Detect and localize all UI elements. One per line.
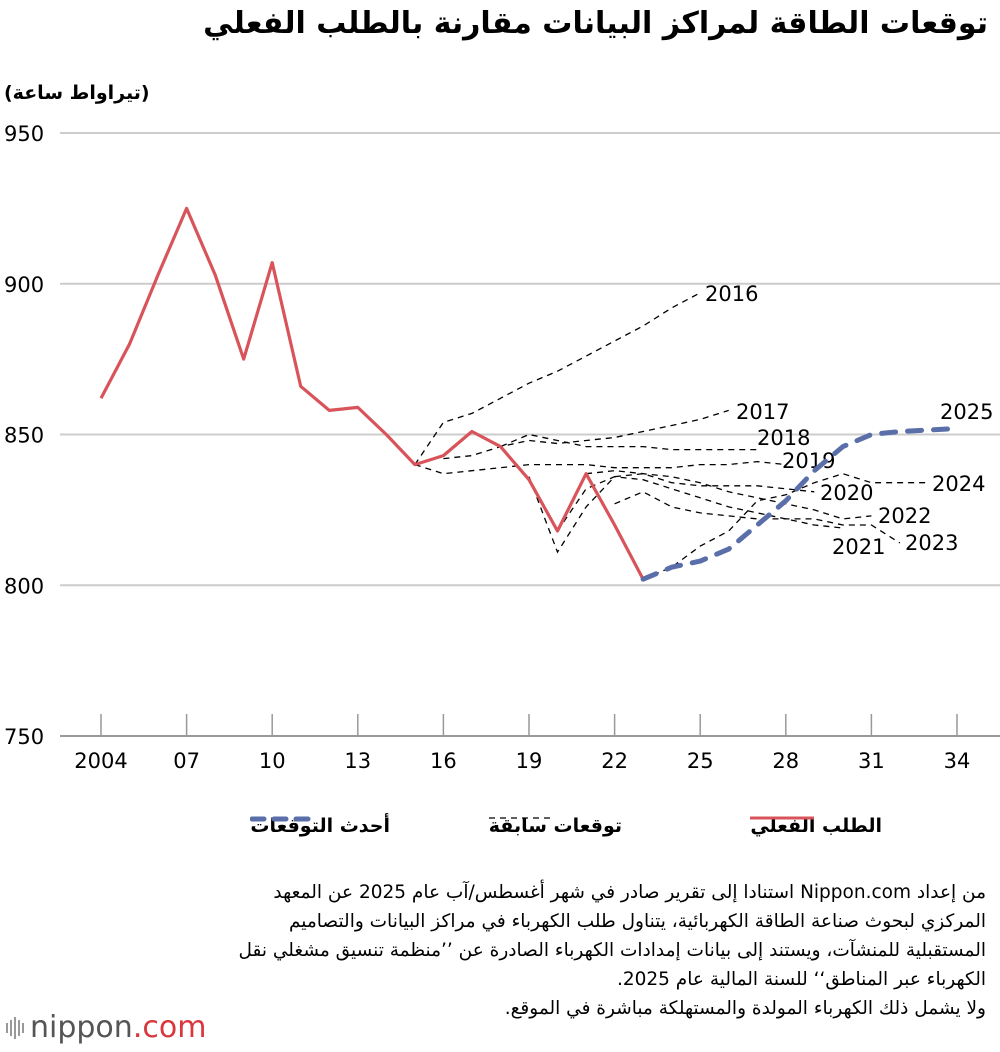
forecast-label-2018: 2018 — [757, 426, 810, 450]
note-line: الكهرباء عبر المناطق‘‘ للسنة المالية عام… — [616, 969, 986, 990]
line-chart: 950 900 850 800 750 2004 07 10 13 16 19 22 25 28 31 34 2… — [4, 122, 1000, 773]
latest-forecast-line — [640, 426, 960, 582]
latest-forecast-label: 2025 — [940, 400, 993, 424]
legend-actual: الطلب الفعلي — [750, 815, 882, 837]
legend-previous: توقعات سابقة — [488, 815, 622, 837]
forecast-label-2016: 2016 — [705, 282, 758, 306]
legend-previous-swatch — [488, 817, 553, 819]
y-tick-label: 800 — [4, 574, 44, 598]
legend-previous-label: توقعات سابقة — [488, 815, 622, 837]
forecast-line-2021 — [556, 476, 843, 532]
forecast-line-2024 — [642, 473, 929, 580]
forecast-line-2016 — [414, 292, 701, 465]
forecast-label-2022: 2022 — [878, 504, 931, 528]
source-notes: من إعداد Nippon.com استنادا إلى تقرير صا… — [238, 878, 986, 1023]
legend-latest-swatch — [250, 816, 315, 822]
forecast-line-2018 — [471, 430, 758, 451]
x-tick-label: 34 — [944, 749, 971, 773]
logo-bars-icon — [6, 1016, 24, 1039]
x-tick-label: 31 — [858, 749, 885, 773]
forecast-label-2017: 2017 — [736, 400, 789, 424]
y-tick-label: 950 — [4, 122, 44, 146]
chart-title: توقعات الطاقة لمراكز البيانات مقارنة بال… — [203, 6, 988, 41]
x-tick-label: 16 — [430, 749, 457, 773]
y-axis-unit: (تيراواط ساعة) — [4, 82, 150, 104]
legend-actual-swatch — [750, 816, 815, 820]
note-line: المستقبلية للمنشآت، ويستند إلى بيانات إم… — [238, 940, 986, 961]
y-tick-label: 850 — [4, 424, 44, 448]
legend-latest: أحدث التوقعات — [250, 815, 390, 837]
note-line: ولا يشمل ذلك الكهرباء المولدة والمستهلكة… — [504, 998, 986, 1019]
nippon-logo: nippon.com — [6, 1010, 206, 1045]
note-line: من إعداد Nippon.com استنادا إلى تقرير صا… — [273, 882, 986, 903]
logo-text: nippon — [30, 1010, 133, 1045]
forecast-line-2022 — [586, 470, 872, 520]
legend-actual-label: الطلب الفعلي — [750, 815, 882, 837]
forecast-line-2017 — [443, 409, 729, 460]
x-tick-label: 10 — [259, 749, 286, 773]
x-tick-label: 07 — [173, 749, 200, 773]
note-line: المركزي لبحوث صناعة الطاقة الكهربائية، ي… — [288, 911, 986, 932]
actual-demand-line — [99, 206, 645, 580]
x-tick-label: 28 — [772, 749, 799, 773]
forecast-line-2019 — [414, 460, 786, 475]
forecast-line-2023 — [614, 491, 901, 544]
forecast-label-2021: 2021 — [832, 535, 885, 559]
y-tick-label: 750 — [4, 725, 44, 749]
x-tick-label: 25 — [687, 749, 714, 773]
x-tick-label: 19 — [516, 749, 543, 773]
x-tick-label: 13 — [344, 749, 371, 773]
x-tick-label: 22 — [601, 749, 628, 773]
x-tick-label: 2004 — [74, 749, 127, 773]
logo-suffix: .com — [132, 1010, 207, 1045]
forecast-label-2020: 2020 — [820, 481, 873, 505]
y-tick-label: 900 — [4, 273, 44, 297]
forecast-label-2023: 2023 — [905, 531, 958, 555]
forecast-label-2024: 2024 — [932, 472, 985, 496]
forecast-line-2020 — [528, 473, 815, 554]
legend: الطلب الفعلي توقعات سابقة أحدث التوقعات — [0, 815, 1000, 845]
